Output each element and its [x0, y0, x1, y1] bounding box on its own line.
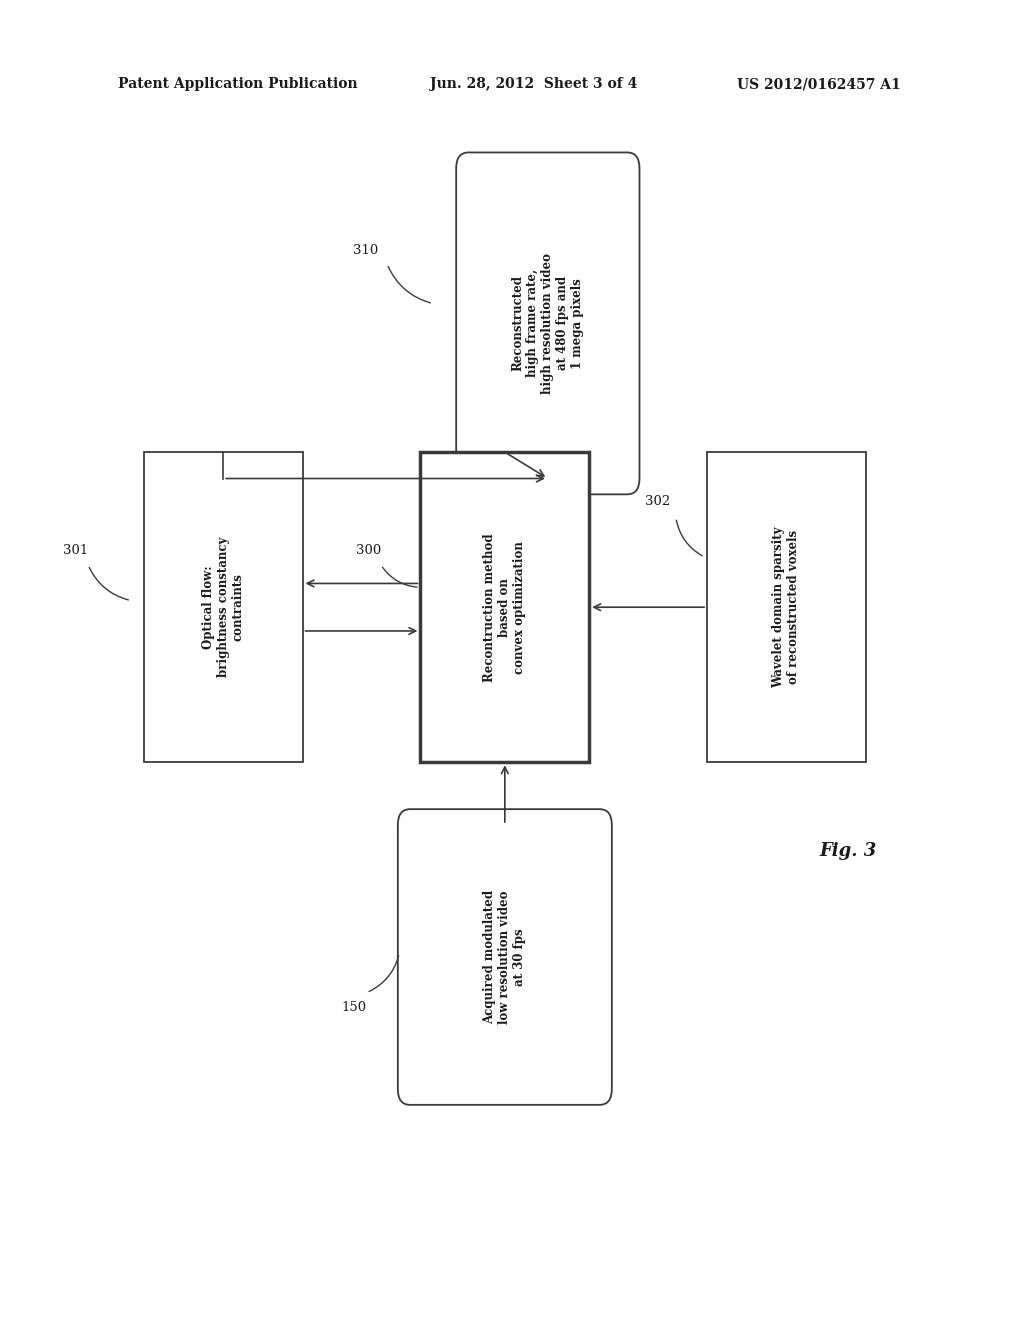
Text: Patent Application Publication: Patent Application Publication [118, 78, 357, 91]
Text: Wavelet domain sparsity
of reconstructed voxels: Wavelet domain sparsity of reconstructed… [772, 527, 801, 688]
Text: 310: 310 [353, 244, 379, 257]
FancyBboxPatch shape [457, 153, 639, 495]
Text: Jun. 28, 2012  Sheet 3 of 4: Jun. 28, 2012 Sheet 3 of 4 [430, 78, 638, 91]
Text: Fig. 3: Fig. 3 [819, 842, 877, 861]
Text: US 2012/0162457 A1: US 2012/0162457 A1 [737, 78, 901, 91]
Text: 300: 300 [356, 544, 382, 557]
FancyBboxPatch shape [397, 809, 611, 1105]
Text: 150: 150 [341, 1001, 367, 1014]
Text: Reconstructed
high frame rate,
high resolution video
at 480 fps and
1 mega pixel: Reconstructed high frame rate, high reso… [511, 253, 585, 393]
Text: 301: 301 [63, 544, 89, 557]
Text: Acquired modulated
low resolution video
at 30 fps: Acquired modulated low resolution video … [483, 890, 526, 1024]
Text: 302: 302 [645, 495, 671, 508]
Bar [420, 451, 590, 762]
Text: Recontruction method
based on
convex optimization: Recontruction method based on convex opt… [483, 533, 526, 681]
Text: Optical flow:
brightness constancy
contraints: Optical flow: brightness constancy contr… [202, 537, 245, 677]
Bar [143, 451, 303, 762]
Bar [707, 451, 866, 762]
